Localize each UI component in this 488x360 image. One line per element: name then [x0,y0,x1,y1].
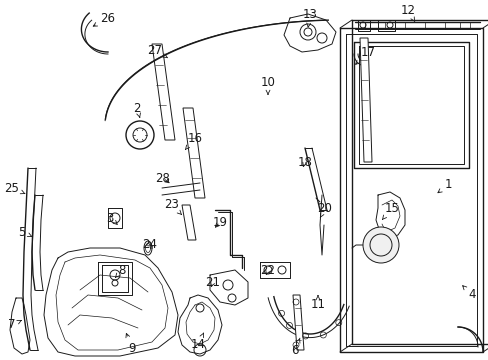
Text: 8: 8 [115,264,125,278]
Text: 27: 27 [147,44,167,58]
Text: 17: 17 [355,45,375,64]
Text: 23: 23 [164,198,181,215]
Text: 14: 14 [190,333,205,351]
Text: 6: 6 [291,338,299,356]
Text: 25: 25 [4,181,25,194]
Text: 13: 13 [302,8,317,27]
Text: 19: 19 [212,216,227,229]
Text: 22: 22 [260,264,275,276]
Text: 20: 20 [317,202,332,217]
Polygon shape [152,44,175,140]
Polygon shape [292,295,304,350]
Text: 24: 24 [142,238,157,252]
Polygon shape [183,108,204,198]
Circle shape [362,227,398,263]
Text: 16: 16 [185,131,202,149]
Text: 5: 5 [18,225,32,238]
Text: 12: 12 [400,4,415,22]
Polygon shape [359,38,371,162]
Text: 15: 15 [382,202,399,220]
Text: 18: 18 [297,156,312,168]
Polygon shape [182,205,196,240]
Text: 26: 26 [93,12,115,26]
Text: 21: 21 [205,275,220,288]
Text: 9: 9 [126,333,136,355]
Text: 4: 4 [462,285,475,302]
Text: 7: 7 [8,319,21,332]
Text: 1: 1 [437,179,451,193]
Text: 3: 3 [106,211,117,225]
Text: 28: 28 [155,171,170,184]
Text: 2: 2 [133,102,141,117]
Text: 11: 11 [310,296,325,311]
Text: 10: 10 [260,76,275,94]
